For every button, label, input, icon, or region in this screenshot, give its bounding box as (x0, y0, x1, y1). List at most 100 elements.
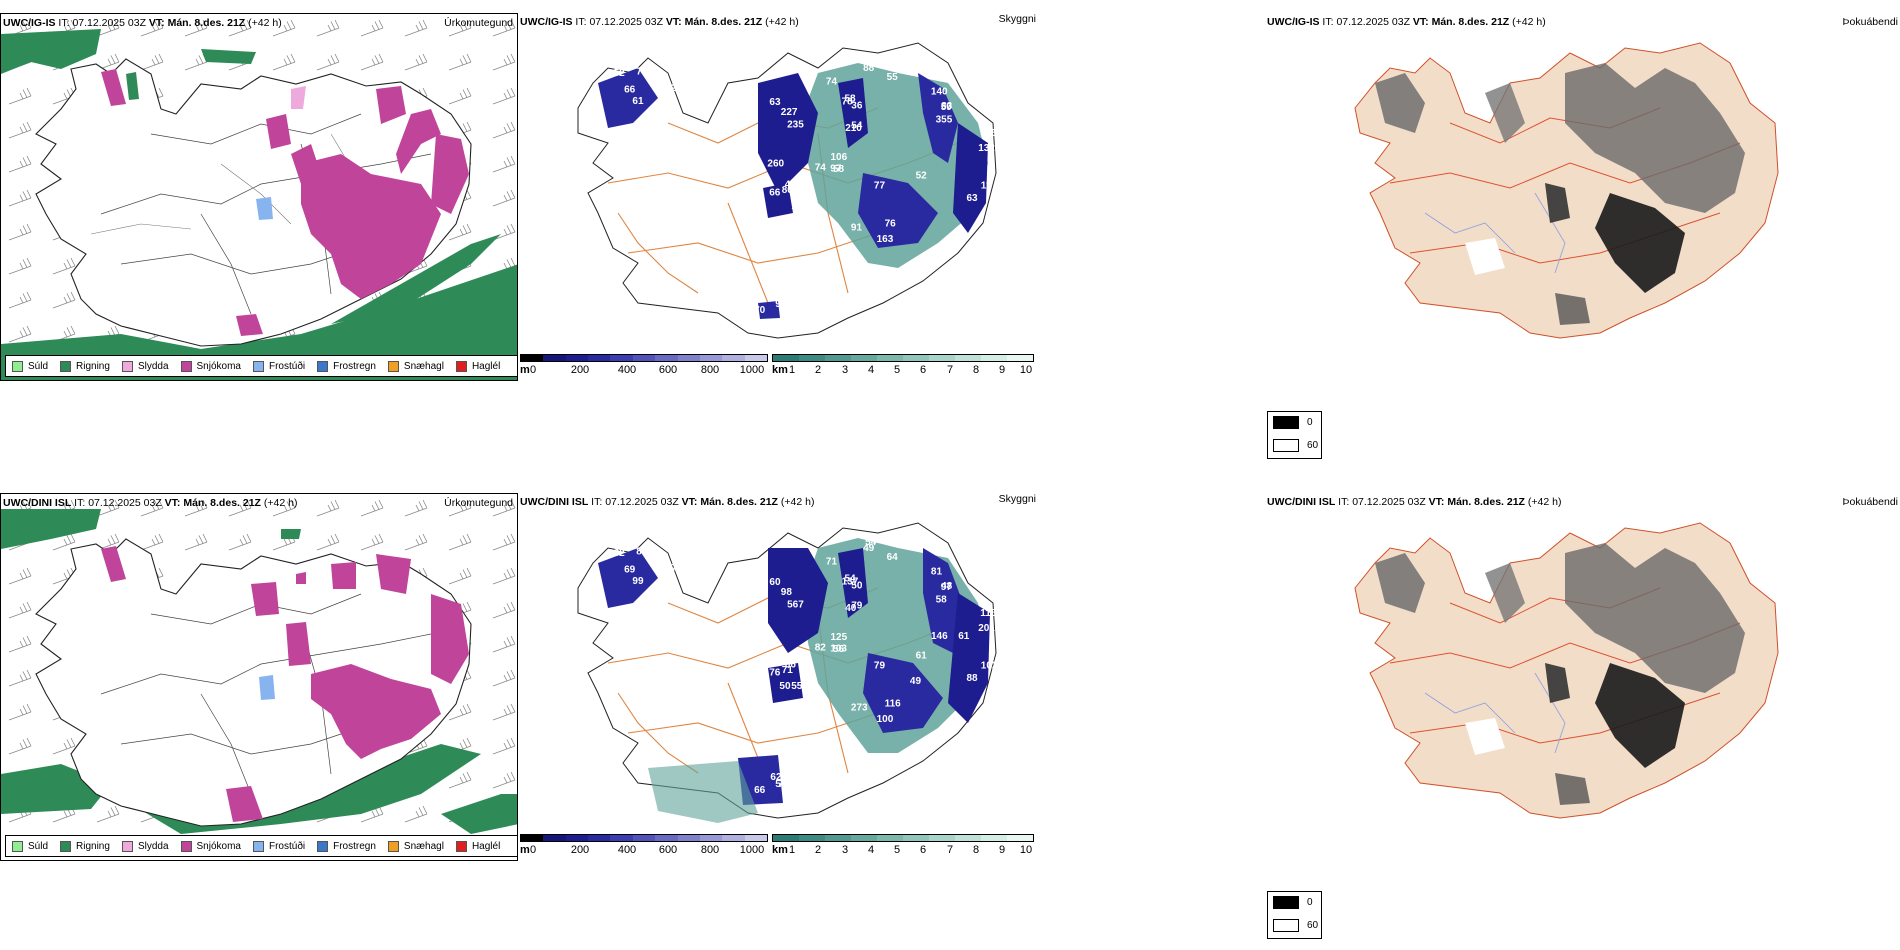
visibility-unit: km (772, 844, 788, 856)
fog-label: 0 (1307, 897, 1313, 908)
panel-name: Skyggni (998, 493, 1036, 505)
snow-depth-label: 80 (782, 185, 794, 196)
visibility-tick: 2 (814, 844, 822, 856)
depth-tick: 200 (570, 364, 590, 376)
snow-depth-label: 78 (842, 97, 854, 108)
visibility-tick: 9 (998, 844, 1006, 856)
snow-depth-label: 83 (941, 101, 953, 112)
snow-depth-label: 58 (936, 595, 948, 606)
legend-swatch (252, 840, 264, 852)
legend-item: Rigning (60, 360, 110, 372)
legend-swatch (60, 360, 72, 372)
visibility-tick: 5 (893, 844, 901, 856)
snow-depth-label: 61 (916, 650, 928, 661)
visibility-tick: 8 (972, 844, 980, 856)
legend-item: Haglél (455, 360, 500, 372)
snow-depth-label: 227 (781, 107, 798, 118)
visibility-tick: 3 (841, 364, 849, 376)
fog-legend-1: 0 60 (1267, 411, 1322, 459)
snow-depth-label: 59 (941, 102, 953, 113)
legend-item: Snæhagl (387, 840, 444, 852)
snow-depth-label: 100 (877, 714, 894, 725)
snow-depth-label: 48 (941, 581, 953, 592)
fog-map-2 (1354, 522, 1779, 819)
snow-depth-label: 54 (845, 574, 857, 585)
visibility-unit: km (772, 364, 788, 376)
snow-depth-label: 273 (851, 703, 868, 714)
snow-depth-label: 71 (826, 556, 838, 567)
snow-depth-label: 79 (851, 600, 863, 611)
visibility-tick: 1 (788, 364, 796, 376)
snow-depth-label: 58 (833, 164, 845, 175)
depth-tick: 0 (529, 844, 537, 856)
snow-depth-label: 58 (845, 94, 857, 105)
snow-depth-label: 55 (887, 72, 899, 83)
visibility-bar (772, 834, 1034, 842)
legend-swatch (12, 360, 23, 372)
precip-type-panel-2: UWC/DINI ISL IT: 07.12.2025 03Z VT: Mán.… (0, 493, 518, 861)
depth-unit: m (520, 364, 530, 376)
depth-tick: 400 (617, 364, 637, 376)
precip-legend: Súld Rigning Slydda Snjókoma Frostúði Fr… (5, 355, 517, 377)
snow-depth-label: 49 (863, 543, 875, 554)
legend-item: Frostregn (317, 360, 376, 372)
snow-depth-label: 66 (769, 187, 781, 198)
panel-name: Úrkomutegund (444, 17, 513, 29)
depth-tick: 800 (700, 844, 720, 856)
precip-map-2 (1, 494, 517, 860)
snow-depth-label: 45 (770, 292, 782, 303)
snow-depth-label: 54 (851, 120, 863, 131)
depth-bar (520, 354, 768, 362)
visibility-tick: 10 (1019, 844, 1033, 856)
legend-item: Snjókoma (180, 840, 241, 852)
legend-swatch (317, 360, 329, 372)
depth-tick: 800 (700, 364, 720, 376)
snow-depth-label: 137 (842, 577, 859, 588)
visibility-tick: 4 (867, 844, 875, 856)
visibility-tick: 5 (893, 364, 901, 376)
visibility-tick: 2 (814, 364, 822, 376)
legend-item: Slydda (121, 360, 169, 372)
snow-depth-label: 56 (833, 644, 845, 655)
snow-depth-label: 63 (769, 97, 781, 108)
fog-swatch-light (1273, 439, 1299, 452)
snow-depth-colorbar: m 0 200 400 600 800 1000 (520, 354, 768, 376)
snow-depth-colorbar: m 0 200 400 600 800 1000 (520, 834, 768, 856)
snow-depth-label: 74 (815, 162, 827, 173)
legend-item: Haglél (455, 840, 500, 852)
snow-depth-label: 76 (885, 219, 897, 230)
visibility-tick: 9 (998, 364, 1006, 376)
snow-depth-label: 52 (916, 170, 928, 181)
visibility-colorbar: km 1 2 3 4 5 6 7 8 9 10 (772, 834, 1034, 856)
depth-unit: m (520, 844, 530, 856)
snow-depth-label: 146 (931, 631, 948, 642)
depth-tick: 1000 (739, 364, 765, 376)
depth-tick: 1000 (739, 844, 765, 856)
legend-swatch (180, 360, 192, 372)
snow-depth-label: 106 (831, 152, 848, 163)
snow-depth-label: 97 (941, 582, 953, 593)
fog-swatch-light (1273, 919, 1299, 932)
snow-map-1: 61 63 36 74 59 63 52 58 40 45 52 74 78 241 355 132 163 97… (577, 42, 997, 339)
snow-depth-label: 63 (967, 193, 979, 204)
legend-swatch (387, 360, 399, 372)
snow-depth-label: 355 (936, 115, 953, 126)
legend-item: Frostregn (317, 840, 376, 852)
precip-map-1 (1, 14, 517, 380)
legend-swatch (387, 840, 399, 852)
snow-depth-label: 58 (775, 779, 787, 790)
snow-depth-label: 132 (978, 143, 995, 154)
snow-depth-label: 88 (767, 638, 779, 649)
depth-tick: 600 (658, 364, 678, 376)
legend-item: Frostúði (252, 360, 305, 372)
legend-swatch (121, 840, 133, 852)
snow-depth-label: 112 (660, 83, 677, 94)
visibility-tick: 4 (867, 364, 875, 376)
snow-depth-label: 105 (791, 201, 808, 212)
snow-depth-label: 64 (887, 552, 899, 563)
snow-depth-label: 79 (874, 661, 886, 672)
snow-depth-label: 40 (785, 180, 797, 191)
snow-depth-label: 125 (831, 632, 848, 643)
snow-depth-label: 89 (636, 546, 648, 557)
snow-depth-labels: 99 60 50 71 97 88 61 56 66 62 62 82 137 91 58 201 100 103… (614, 536, 998, 796)
